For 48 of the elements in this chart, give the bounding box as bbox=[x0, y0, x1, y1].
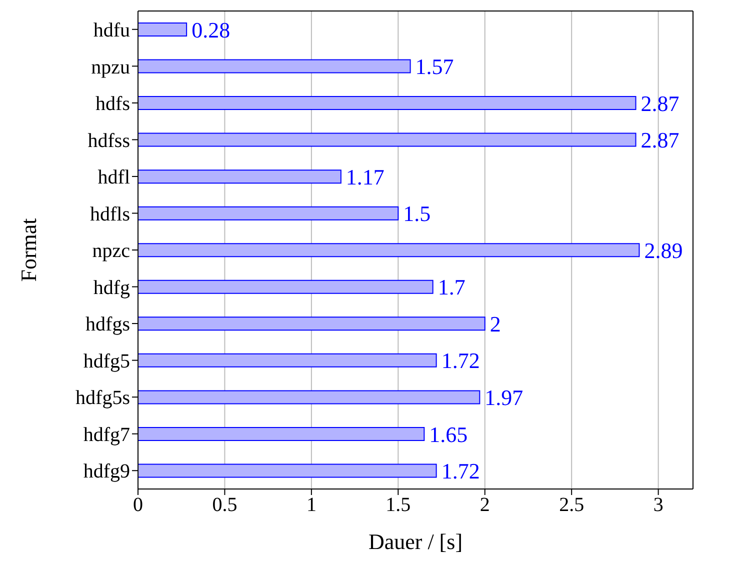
bar bbox=[138, 170, 342, 184]
y-tick-label: npzu bbox=[91, 56, 130, 78]
y-axis-title: Format bbox=[16, 218, 41, 282]
y-tick-label: hdfg5 bbox=[83, 350, 130, 372]
y-tick-label: hdfg7 bbox=[83, 424, 130, 446]
x-tick-label: 0.5 bbox=[212, 494, 238, 516]
y-tick-label: hdfgs bbox=[86, 314, 130, 336]
y-tick-label: hdfg9 bbox=[83, 460, 130, 483]
x-tick-label: 1.5 bbox=[386, 494, 411, 516]
bar bbox=[138, 353, 437, 368]
data-label: 1.5 bbox=[403, 201, 431, 226]
x-tick-label: 2 bbox=[480, 494, 490, 516]
x-tick-label: 1 bbox=[306, 494, 316, 516]
bar bbox=[138, 59, 411, 74]
bar bbox=[138, 206, 399, 220]
data-label: 2.87 bbox=[640, 128, 680, 153]
bar bbox=[138, 243, 640, 258]
data-label: 1.72 bbox=[441, 348, 480, 374]
y-tick-label: hdfl bbox=[98, 166, 130, 189]
bar bbox=[138, 132, 636, 147]
y-tick-label: hdfu bbox=[93, 19, 130, 42]
data-label: 1.65 bbox=[429, 422, 468, 447]
x-tick-label: 3 bbox=[653, 494, 664, 516]
data-label: 2.87 bbox=[640, 90, 680, 116]
data-label: 2 bbox=[490, 311, 501, 336]
data-label: 0.28 bbox=[192, 17, 230, 42]
y-tick-label: hdfg bbox=[93, 276, 130, 299]
bar bbox=[138, 22, 188, 36]
bar bbox=[138, 96, 636, 110]
data-label: 2.89 bbox=[644, 238, 683, 263]
y-tick-label: hdfs bbox=[96, 93, 130, 116]
data-label: 1.57 bbox=[415, 54, 454, 80]
y-tick-label: hdfg5s bbox=[76, 387, 130, 410]
x-axis-title: Dauer / [s] bbox=[368, 529, 463, 554]
y-tick-label: hdfss bbox=[88, 130, 130, 152]
data-label: 1.97 bbox=[484, 385, 524, 410]
bar bbox=[138, 280, 434, 294]
x-tick-label: 0 bbox=[133, 494, 143, 516]
bar bbox=[138, 316, 486, 331]
bar bbox=[138, 390, 480, 404]
data-label: 1.72 bbox=[441, 458, 480, 484]
data-label: 1.17 bbox=[346, 164, 384, 190]
bar bbox=[138, 426, 425, 441]
data-label: 1.7 bbox=[438, 274, 466, 300]
y-tick-label: hdfls bbox=[90, 203, 130, 226]
x-tick-label: 2.5 bbox=[559, 494, 584, 516]
y-tick-label: npzc bbox=[92, 240, 130, 262]
bar bbox=[138, 464, 437, 478]
